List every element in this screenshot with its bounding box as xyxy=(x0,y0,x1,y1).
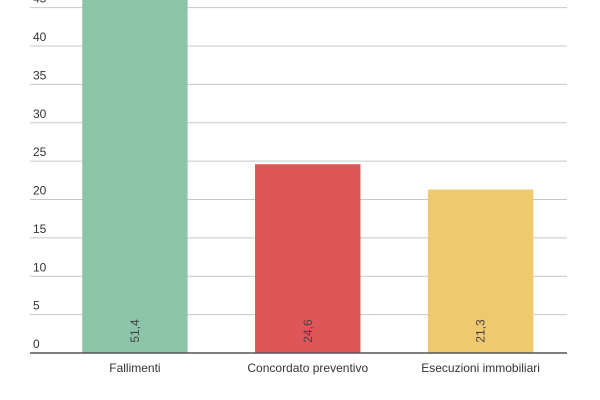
bar xyxy=(255,164,361,353)
y-tick-label: 0 xyxy=(33,337,40,351)
bar xyxy=(427,189,534,353)
y-tick-label: 45 xyxy=(33,0,47,6)
value-label: 21,3 xyxy=(474,319,488,343)
value-label: 51,4 xyxy=(128,319,142,343)
y-tick-label: 5 xyxy=(33,299,40,313)
y-tick-label: 20 xyxy=(33,184,47,198)
x-tick-label: Fallimenti xyxy=(109,361,160,375)
y-tick-label: 30 xyxy=(33,107,47,121)
y-tick-label: 25 xyxy=(33,145,47,159)
y-tick-label: 10 xyxy=(33,260,47,274)
y-tick-label: 15 xyxy=(33,222,47,236)
value-label: 24,6 xyxy=(301,319,315,343)
x-tick-label: Concordato preventivo xyxy=(247,361,368,375)
bar xyxy=(82,0,188,353)
y-tick-label: 40 xyxy=(33,30,47,44)
y-tick-label: 35 xyxy=(33,68,47,82)
x-tick-label: Esecuzioni immobiliari xyxy=(421,361,540,375)
